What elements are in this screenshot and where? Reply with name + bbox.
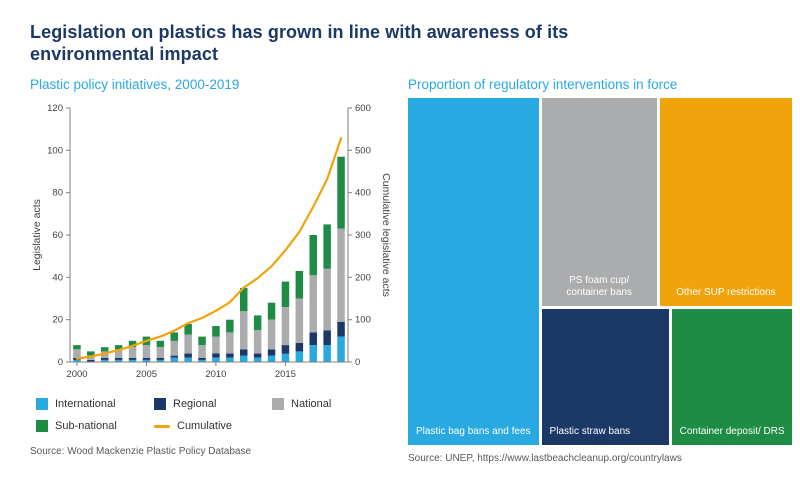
treemap-top-row: PS foam cup/ container bans Other SUP re… <box>541 98 792 307</box>
svg-text:2005: 2005 <box>136 369 157 380</box>
svg-text:0: 0 <box>58 357 63 368</box>
legend-item-national: National <box>272 398 390 411</box>
legend-square-swatch <box>36 398 48 411</box>
treemap-label-other-sup-restrictions: Other SUP restrictions <box>676 287 776 299</box>
svg-text:100: 100 <box>355 315 371 326</box>
page-title-line2: environmental impact <box>30 43 219 64</box>
legend-square-swatch <box>272 398 284 411</box>
svg-text:80: 80 <box>52 188 63 199</box>
treemap-block-plastic-straw-bans: Plastic straw bans <box>541 309 670 446</box>
svg-text:40: 40 <box>52 272 63 283</box>
svg-text:600: 600 <box>355 103 371 114</box>
treemap-block-ps-foam-bans: PS foam cup/ container bans <box>541 98 657 307</box>
svg-text:2000: 2000 <box>66 369 87 380</box>
legend-item-cumulative: Cumulative <box>154 420 272 432</box>
legend-square-swatch <box>154 398 166 411</box>
treemap-label-plastic-bag-bans: Plastic bag bans and fees <box>416 426 531 438</box>
legend-square-swatch <box>36 420 48 433</box>
legend-label: Sub-national <box>55 420 117 433</box>
svg-text:200: 200 <box>355 272 371 283</box>
treemap-label-ps-foam-bans: PS foam cup/ container bans <box>566 275 632 299</box>
legend-label: International <box>55 398 116 411</box>
treemap-title: Proportion of regulatory interventions i… <box>408 77 678 93</box>
svg-text:2010: 2010 <box>205 369 226 380</box>
treemap-block-container-deposit: Container deposit/ DRS <box>672 309 792 446</box>
treemap-right-group: PS foam cup/ container bans Other SUP re… <box>541 98 792 446</box>
svg-text:100: 100 <box>47 145 63 156</box>
svg-text:0: 0 <box>355 357 360 368</box>
bar-chart-title: Plastic policy initiatives, 2000-2019 <box>30 77 240 93</box>
treemap: Plastic bag bans and fees PS foam cup/ c… <box>408 98 792 446</box>
svg-text:400: 400 <box>355 188 371 199</box>
legend-line-swatch <box>154 424 170 428</box>
page-title: Legislation on plastics has grown in lin… <box>30 22 792 65</box>
treemap-bottom-row: Plastic straw bans Container deposit/ DR… <box>541 309 792 446</box>
treemap-label-container-deposit: Container deposit/ DRS <box>679 426 785 438</box>
page-title-line1: Legislation on plastics has grown in lin… <box>30 22 569 42</box>
legend-item-sub-national: Sub-national <box>36 420 154 433</box>
svg-text:500: 500 <box>355 145 371 156</box>
treemap-label-plastic-straw-bans: Plastic straw bans <box>549 426 631 438</box>
chart-legend: International Regional National Sub-nationa… <box>36 398 398 433</box>
legend-label: Cumulative <box>177 420 233 433</box>
legend-label: Regional <box>173 398 217 411</box>
treemap-block-plastic-bag-bans: Plastic bag bans and fees <box>408 98 539 446</box>
svg-text:60: 60 <box>52 230 63 241</box>
right-source-text: Source: UNEP, https://www.lastbeachclean… <box>408 453 682 465</box>
legend-label: National <box>291 398 332 411</box>
legend-item-international: International <box>36 398 154 411</box>
left-source-text: Source: Wood Mackenzie Plastic Policy Da… <box>30 446 252 458</box>
svg-text:Cumulative legislative acts: Cumulative legislative acts <box>380 173 392 297</box>
treemap-block-other-sup-restrictions: Other SUP restrictions <box>659 98 792 307</box>
svg-text:120: 120 <box>47 103 63 114</box>
legend-item-regional: Regional <box>154 398 272 411</box>
stacked-bar-cumulative-chart: 0 20 40 60 80 100 120 0 100 200 300 400 500 600 2000 20… <box>30 98 396 386</box>
svg-text:Legislative acts: Legislative acts <box>31 199 43 271</box>
regulatory-interventions-section: Proportion of regulatory interventions i… <box>408 77 792 464</box>
svg-text:2015: 2015 <box>275 369 296 380</box>
svg-text:20: 20 <box>52 315 63 326</box>
svg-text:300: 300 <box>355 230 371 241</box>
